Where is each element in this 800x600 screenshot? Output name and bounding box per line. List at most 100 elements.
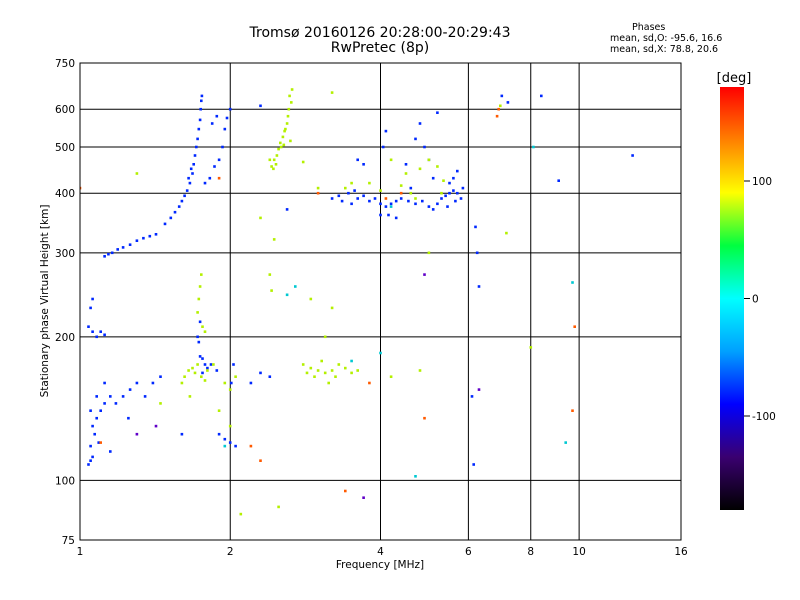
colorbar-gradient xyxy=(720,87,744,510)
data-point xyxy=(373,197,377,200)
data-point xyxy=(193,371,197,375)
data-point xyxy=(91,330,94,333)
data-point xyxy=(356,158,359,162)
data-point xyxy=(347,191,350,195)
data-point xyxy=(159,402,162,405)
data-point xyxy=(163,222,167,226)
data-point xyxy=(173,210,177,214)
data-point xyxy=(198,320,202,324)
data-point xyxy=(404,163,408,166)
data-point xyxy=(313,375,316,378)
data-point xyxy=(436,165,439,168)
data-point xyxy=(414,202,417,206)
data-point xyxy=(268,273,272,276)
data-point xyxy=(201,371,204,375)
data-point xyxy=(282,143,286,147)
data-point xyxy=(301,160,305,164)
x-tick-label: 2 xyxy=(227,546,234,558)
data-point xyxy=(631,154,634,157)
data-point xyxy=(573,325,576,328)
data-point xyxy=(540,94,543,98)
data-point xyxy=(206,369,209,372)
data-point xyxy=(259,216,262,220)
data-point xyxy=(327,381,330,385)
data-point xyxy=(442,179,445,182)
data-point xyxy=(128,243,132,246)
data-point xyxy=(259,104,262,108)
data-point xyxy=(185,189,189,192)
data-point xyxy=(384,197,388,200)
data-point xyxy=(368,381,371,385)
data-point xyxy=(188,395,192,398)
data-point xyxy=(217,176,221,180)
data-point xyxy=(234,444,237,448)
data-point xyxy=(97,441,100,444)
data-point xyxy=(379,189,382,192)
plot-frame xyxy=(79,62,682,541)
data-point xyxy=(279,141,282,145)
data-point xyxy=(103,402,106,405)
x-tick-label: 6 xyxy=(465,546,472,558)
data-point xyxy=(203,363,207,366)
data-point xyxy=(414,475,417,478)
data-point xyxy=(91,455,94,459)
data-point xyxy=(399,184,403,187)
data-point xyxy=(337,194,341,198)
data-point xyxy=(143,395,147,398)
data-point xyxy=(277,505,280,509)
data-point xyxy=(452,176,455,180)
data-point xyxy=(206,366,209,370)
data-point xyxy=(340,199,344,203)
data-point xyxy=(196,363,199,366)
colorbar-ticks: 100 0 -100 xyxy=(744,176,776,423)
data-point xyxy=(217,432,221,436)
data-point xyxy=(228,424,232,428)
data-point xyxy=(187,176,190,180)
data-point xyxy=(89,459,92,462)
data-point xyxy=(309,297,313,301)
data-point xyxy=(197,340,201,344)
x-axis: 1 2 4 6 8 10 16 xyxy=(77,546,688,558)
data-point xyxy=(427,205,431,208)
data-point xyxy=(187,369,190,372)
data-point xyxy=(290,101,293,104)
data-point xyxy=(196,137,199,141)
data-point xyxy=(472,463,475,466)
data-point xyxy=(323,335,327,339)
data-point xyxy=(213,165,216,168)
data-point xyxy=(99,330,102,333)
data-point xyxy=(283,129,286,133)
data-point xyxy=(249,444,253,448)
data-point xyxy=(200,94,204,98)
data-point xyxy=(323,371,327,375)
y-tick-label: 500 xyxy=(55,142,75,154)
data-point xyxy=(475,251,479,255)
colorbar: [deg] 100 0 -100 xyxy=(717,71,776,510)
data-point xyxy=(344,366,347,370)
data-point xyxy=(431,176,435,180)
data-point xyxy=(154,424,158,428)
data-point xyxy=(571,409,574,412)
data-point xyxy=(268,375,272,378)
y-tick-label: 300 xyxy=(55,248,75,260)
x-tick-label: 4 xyxy=(377,546,384,558)
data-point xyxy=(116,248,119,251)
data-point xyxy=(89,444,92,448)
data-point xyxy=(203,379,207,382)
data-point xyxy=(294,285,297,288)
data-point xyxy=(87,463,90,466)
data-point xyxy=(189,167,193,171)
data-point xyxy=(421,199,424,203)
data-point xyxy=(121,246,125,249)
data-point xyxy=(423,416,426,420)
chart-subtitle: RwPretec (8p) xyxy=(330,40,430,56)
data-point xyxy=(198,118,202,122)
colorbar-tick-label: 0 xyxy=(752,294,759,306)
data-point xyxy=(95,416,98,420)
data-point xyxy=(389,158,393,162)
data-point xyxy=(180,381,184,385)
data-point xyxy=(268,158,272,162)
data-point xyxy=(301,363,305,366)
data-point xyxy=(201,325,204,328)
y-tick-label: 600 xyxy=(55,104,75,116)
